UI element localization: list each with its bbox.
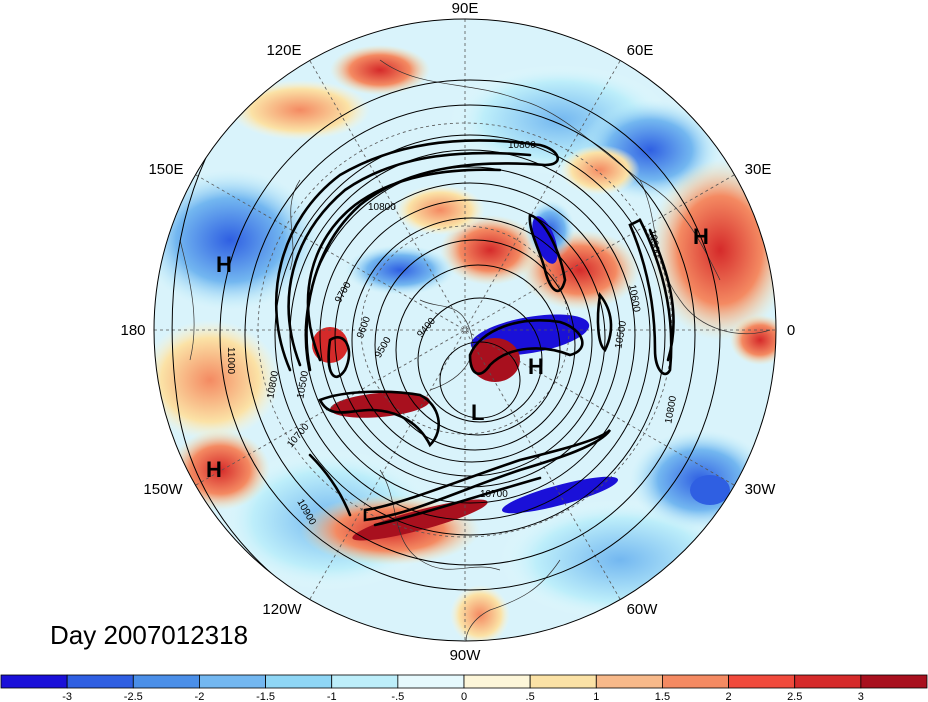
lon-label-150w: 150W xyxy=(143,481,183,498)
contour-label: 10800 xyxy=(508,140,536,151)
colorbar-tick-label: 3 xyxy=(858,691,864,702)
pressure-centers: H H H H L xyxy=(206,224,709,482)
colorbar-tick-label: 1.5 xyxy=(655,691,670,702)
lon-label-150e: 150E xyxy=(148,161,183,178)
colorbar-swatch xyxy=(728,674,796,689)
colorbar-tick-label: .5 xyxy=(526,691,535,702)
high-pressure-marker: H xyxy=(528,354,544,379)
colorbar-swatch xyxy=(463,674,531,689)
day-label: Day 2007012318 xyxy=(50,620,249,650)
lon-label-90w: 90W xyxy=(450,647,482,664)
lon-label-60w: 60W xyxy=(627,601,659,618)
colorbar-swatch xyxy=(397,674,465,689)
map-border xyxy=(153,18,777,642)
colorbar-tick-label: -2.5 xyxy=(124,691,143,702)
contour-label: 10900 xyxy=(646,229,662,259)
contour-label: 10800 xyxy=(663,395,679,425)
contour-label: 10800 xyxy=(265,370,281,400)
lon-label-180: 180 xyxy=(120,322,145,339)
longitude-labels: 90E 60E 30E 0 30W 60W 90W 120W 150W 180 … xyxy=(120,0,795,664)
colorbar-swatch xyxy=(0,674,68,689)
colorbar-tick-label: -1.5 xyxy=(256,691,275,702)
contour-label: 10500 xyxy=(613,320,629,350)
contour-label: 10700 xyxy=(480,489,508,500)
jet-contours xyxy=(274,139,675,527)
colorbar-swatch xyxy=(132,674,200,689)
colorbar-swatch xyxy=(595,674,663,689)
colorbar-swatch xyxy=(860,674,928,689)
colorbar-tick-label: -3 xyxy=(62,691,72,702)
high-pressure-marker: H xyxy=(693,224,709,249)
colorbar-swatch xyxy=(794,674,862,689)
contour-label: 10600 xyxy=(626,284,642,314)
colorbar-swatch xyxy=(529,674,597,689)
lon-label-120w: 120W xyxy=(262,601,302,618)
colorbar-swatch xyxy=(662,674,729,689)
lon-label-0: 0 xyxy=(787,322,795,339)
colorbar-swatch xyxy=(331,674,399,689)
high-pressure-marker: H xyxy=(206,457,222,482)
contour-label: 10500 xyxy=(295,370,311,400)
colorbar-tick-label: -1 xyxy=(327,691,337,702)
colorbar-tick-label: 0 xyxy=(461,691,467,702)
colorbar-tick-label: 2 xyxy=(726,691,732,702)
colorbar-tick-label: 1 xyxy=(593,691,599,702)
high-pressure-marker: H xyxy=(216,252,232,277)
contour-label: 11000 xyxy=(225,347,236,375)
coastlines xyxy=(179,59,771,641)
colorbar-tick-label: -2 xyxy=(195,691,205,702)
colorbar-swatch xyxy=(199,674,266,689)
lon-label-120e: 120E xyxy=(266,42,301,59)
lon-label-60e: 60E xyxy=(627,42,654,59)
lon-label-90e: 90E xyxy=(452,0,479,17)
colorbar-swatch xyxy=(265,674,333,689)
lon-label-30w: 30W xyxy=(745,481,777,498)
contour-label: 10800 xyxy=(368,202,396,213)
colorbar-tick-label: 2.5 xyxy=(787,691,802,702)
low-pressure-marker: L xyxy=(471,400,484,425)
lon-label-30e: 30E xyxy=(745,161,772,178)
colorbar-tick-label: -.5 xyxy=(391,691,404,702)
colorbar: -3 -2.5 -2 -1.5 -1 -.5 0 .5 1 1.5 2 2.5 3 xyxy=(0,674,928,702)
colorbar-swatch xyxy=(66,674,134,689)
